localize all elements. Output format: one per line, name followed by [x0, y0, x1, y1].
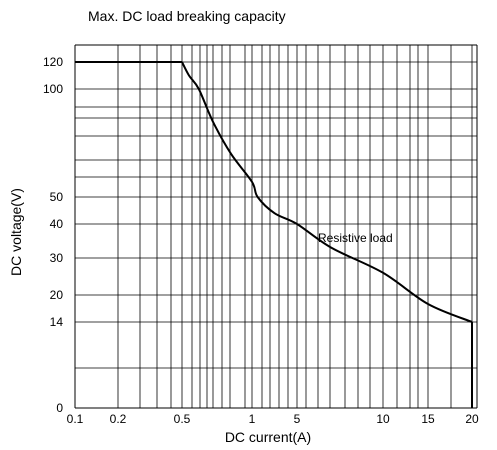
x-tick-labels: 0.1 0.2 0.5 1 5 10 15 20: [67, 412, 479, 426]
y-tick-label: 50: [50, 190, 64, 204]
grid: [74, 44, 478, 409]
y-tick-labels: 0 14 20 30 40 50 100 120: [43, 55, 63, 415]
series-layer: [75, 61, 473, 408]
series-curve: [181, 61, 473, 323]
x-tick-label: 1: [249, 412, 256, 426]
y-tick-label: 14: [50, 315, 64, 329]
x-tick-label: 0.1: [67, 412, 84, 426]
chart-title: Max. DC load breaking capacity: [88, 8, 286, 24]
x-tick-label: 0.5: [174, 412, 191, 426]
x-tick-label: 0.2: [110, 412, 127, 426]
y-tick-label: 0: [56, 401, 63, 415]
y-tick-label: 120: [43, 55, 63, 69]
curve-annotation: Resistive load: [318, 231, 393, 245]
y-tick-label: 30: [50, 251, 64, 265]
y-axis-label: DC voltage(V): [8, 188, 24, 276]
x-tick-label: 15: [421, 412, 435, 426]
x-axis-label: DC current(A): [225, 429, 311, 445]
x-tick-label: 10: [376, 412, 390, 426]
y-tick-label: 20: [50, 288, 64, 302]
x-tick-label: 5: [294, 412, 301, 426]
y-tick-label: 40: [50, 217, 64, 231]
y-tick-label: 100: [43, 82, 63, 96]
x-tick-label: 20: [465, 412, 479, 426]
